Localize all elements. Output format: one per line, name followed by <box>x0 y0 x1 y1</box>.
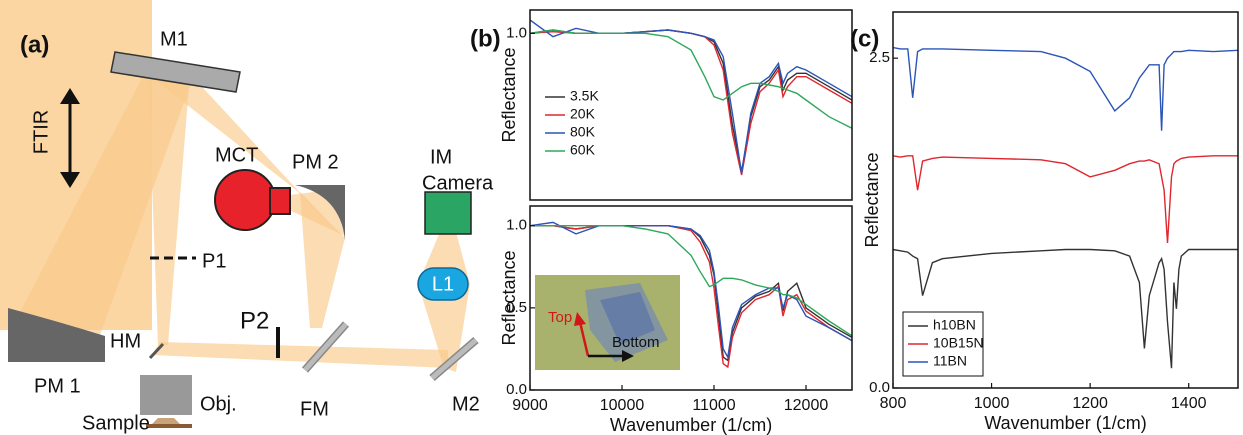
legend-label: 20K <box>570 106 596 122</box>
label: IM <box>430 146 452 168</box>
pm2-mirror <box>295 185 345 240</box>
inset-label: Top <box>548 309 572 326</box>
y-tick-label: 0.0 <box>869 379 890 396</box>
series-line <box>893 46 1238 131</box>
mct-detector <box>214 169 276 231</box>
label: Obj. <box>200 393 237 415</box>
y-tick-label: 0.0 <box>506 381 527 398</box>
label: PM 1 <box>34 375 81 397</box>
camera <box>424 191 472 235</box>
x-tick-label: 11000 <box>692 397 735 414</box>
arrowhead <box>574 312 586 326</box>
inset-label: Bottom <box>612 334 660 351</box>
mct-detector <box>269 187 291 215</box>
y-axis-label: Reflectance <box>862 152 882 247</box>
arrowhead <box>622 350 634 362</box>
label: P1 <box>202 250 226 272</box>
x-axis-label: Wavenumber (1/cm) <box>984 413 1146 433</box>
series-line <box>893 155 1238 243</box>
y-tick-label: 1.0 <box>506 24 527 41</box>
plots: 1.0Reflectance(b)3.5K20K80K60K0.00.51.09… <box>470 9 1239 435</box>
plot-frame <box>892 11 1239 389</box>
plot-frame <box>529 205 853 391</box>
series-line <box>530 29 852 129</box>
legend-label: 3.5K <box>570 88 599 104</box>
beam <box>300 192 345 328</box>
label: PM 2 <box>292 151 339 173</box>
label: M1 <box>160 28 188 50</box>
label: MCT <box>215 144 258 166</box>
x-tick-label: 1200 <box>1072 395 1108 412</box>
x-axis-label: Wavenumber (1/cm) <box>610 415 772 435</box>
legend-label: h10BN <box>933 317 976 333</box>
y-tick-label: 0.5 <box>506 299 527 316</box>
x-tick-label: 10000 <box>600 397 645 414</box>
label: Camera <box>422 172 494 194</box>
plot-frame <box>529 9 853 201</box>
objective <box>140 375 192 415</box>
panel-label: (a) <box>20 31 49 58</box>
legend-label: 10B15N <box>933 335 984 351</box>
beam <box>418 232 470 372</box>
panel-label: (b) <box>470 25 501 52</box>
label: HM <box>110 330 141 352</box>
arrowhead <box>60 88 80 104</box>
setup-diagram: (a) M1 FTIR MCT PM 2 IM Camera P1 P2 L1 … <box>0 0 494 434</box>
y-axis-label: Reflectance <box>499 250 519 345</box>
x-tick-label: 1400 <box>1171 395 1207 412</box>
beam <box>152 342 448 368</box>
fm-mirror <box>303 322 348 372</box>
y-tick-label: 2.5 <box>869 49 890 66</box>
arrowhead <box>60 172 80 188</box>
legend-label: 60K <box>570 142 596 158</box>
m2-mirror <box>430 338 478 380</box>
x-tick-label: 12000 <box>784 397 829 414</box>
label: M2 <box>452 393 480 415</box>
series-line <box>530 225 852 337</box>
inset: Top Bottom <box>535 275 680 370</box>
y-axis-label: Reflectance <box>499 47 519 142</box>
x-tick-label: 800 <box>880 395 907 412</box>
m1-mirror <box>110 51 241 93</box>
legend-label: 11BN <box>933 353 967 369</box>
x-tick-label: 1000 <box>974 395 1010 412</box>
label: P2 <box>240 307 269 334</box>
label: Sample <box>82 412 150 434</box>
pm1-mirror <box>8 308 105 362</box>
label: L1 <box>432 273 454 295</box>
flake <box>600 292 655 345</box>
beam <box>148 74 190 345</box>
sample <box>152 418 180 424</box>
label: FTIR <box>30 110 52 154</box>
y-tick-label: 1.0 <box>506 217 527 234</box>
label: FM <box>300 398 329 420</box>
panel-label: (c) <box>850 25 879 52</box>
series-line <box>893 248 1238 369</box>
arrow <box>578 321 590 357</box>
x-tick-label: 9000 <box>512 397 548 414</box>
legend-label: 80K <box>570 124 596 140</box>
hm-mirror <box>148 342 165 360</box>
lens <box>417 267 469 301</box>
